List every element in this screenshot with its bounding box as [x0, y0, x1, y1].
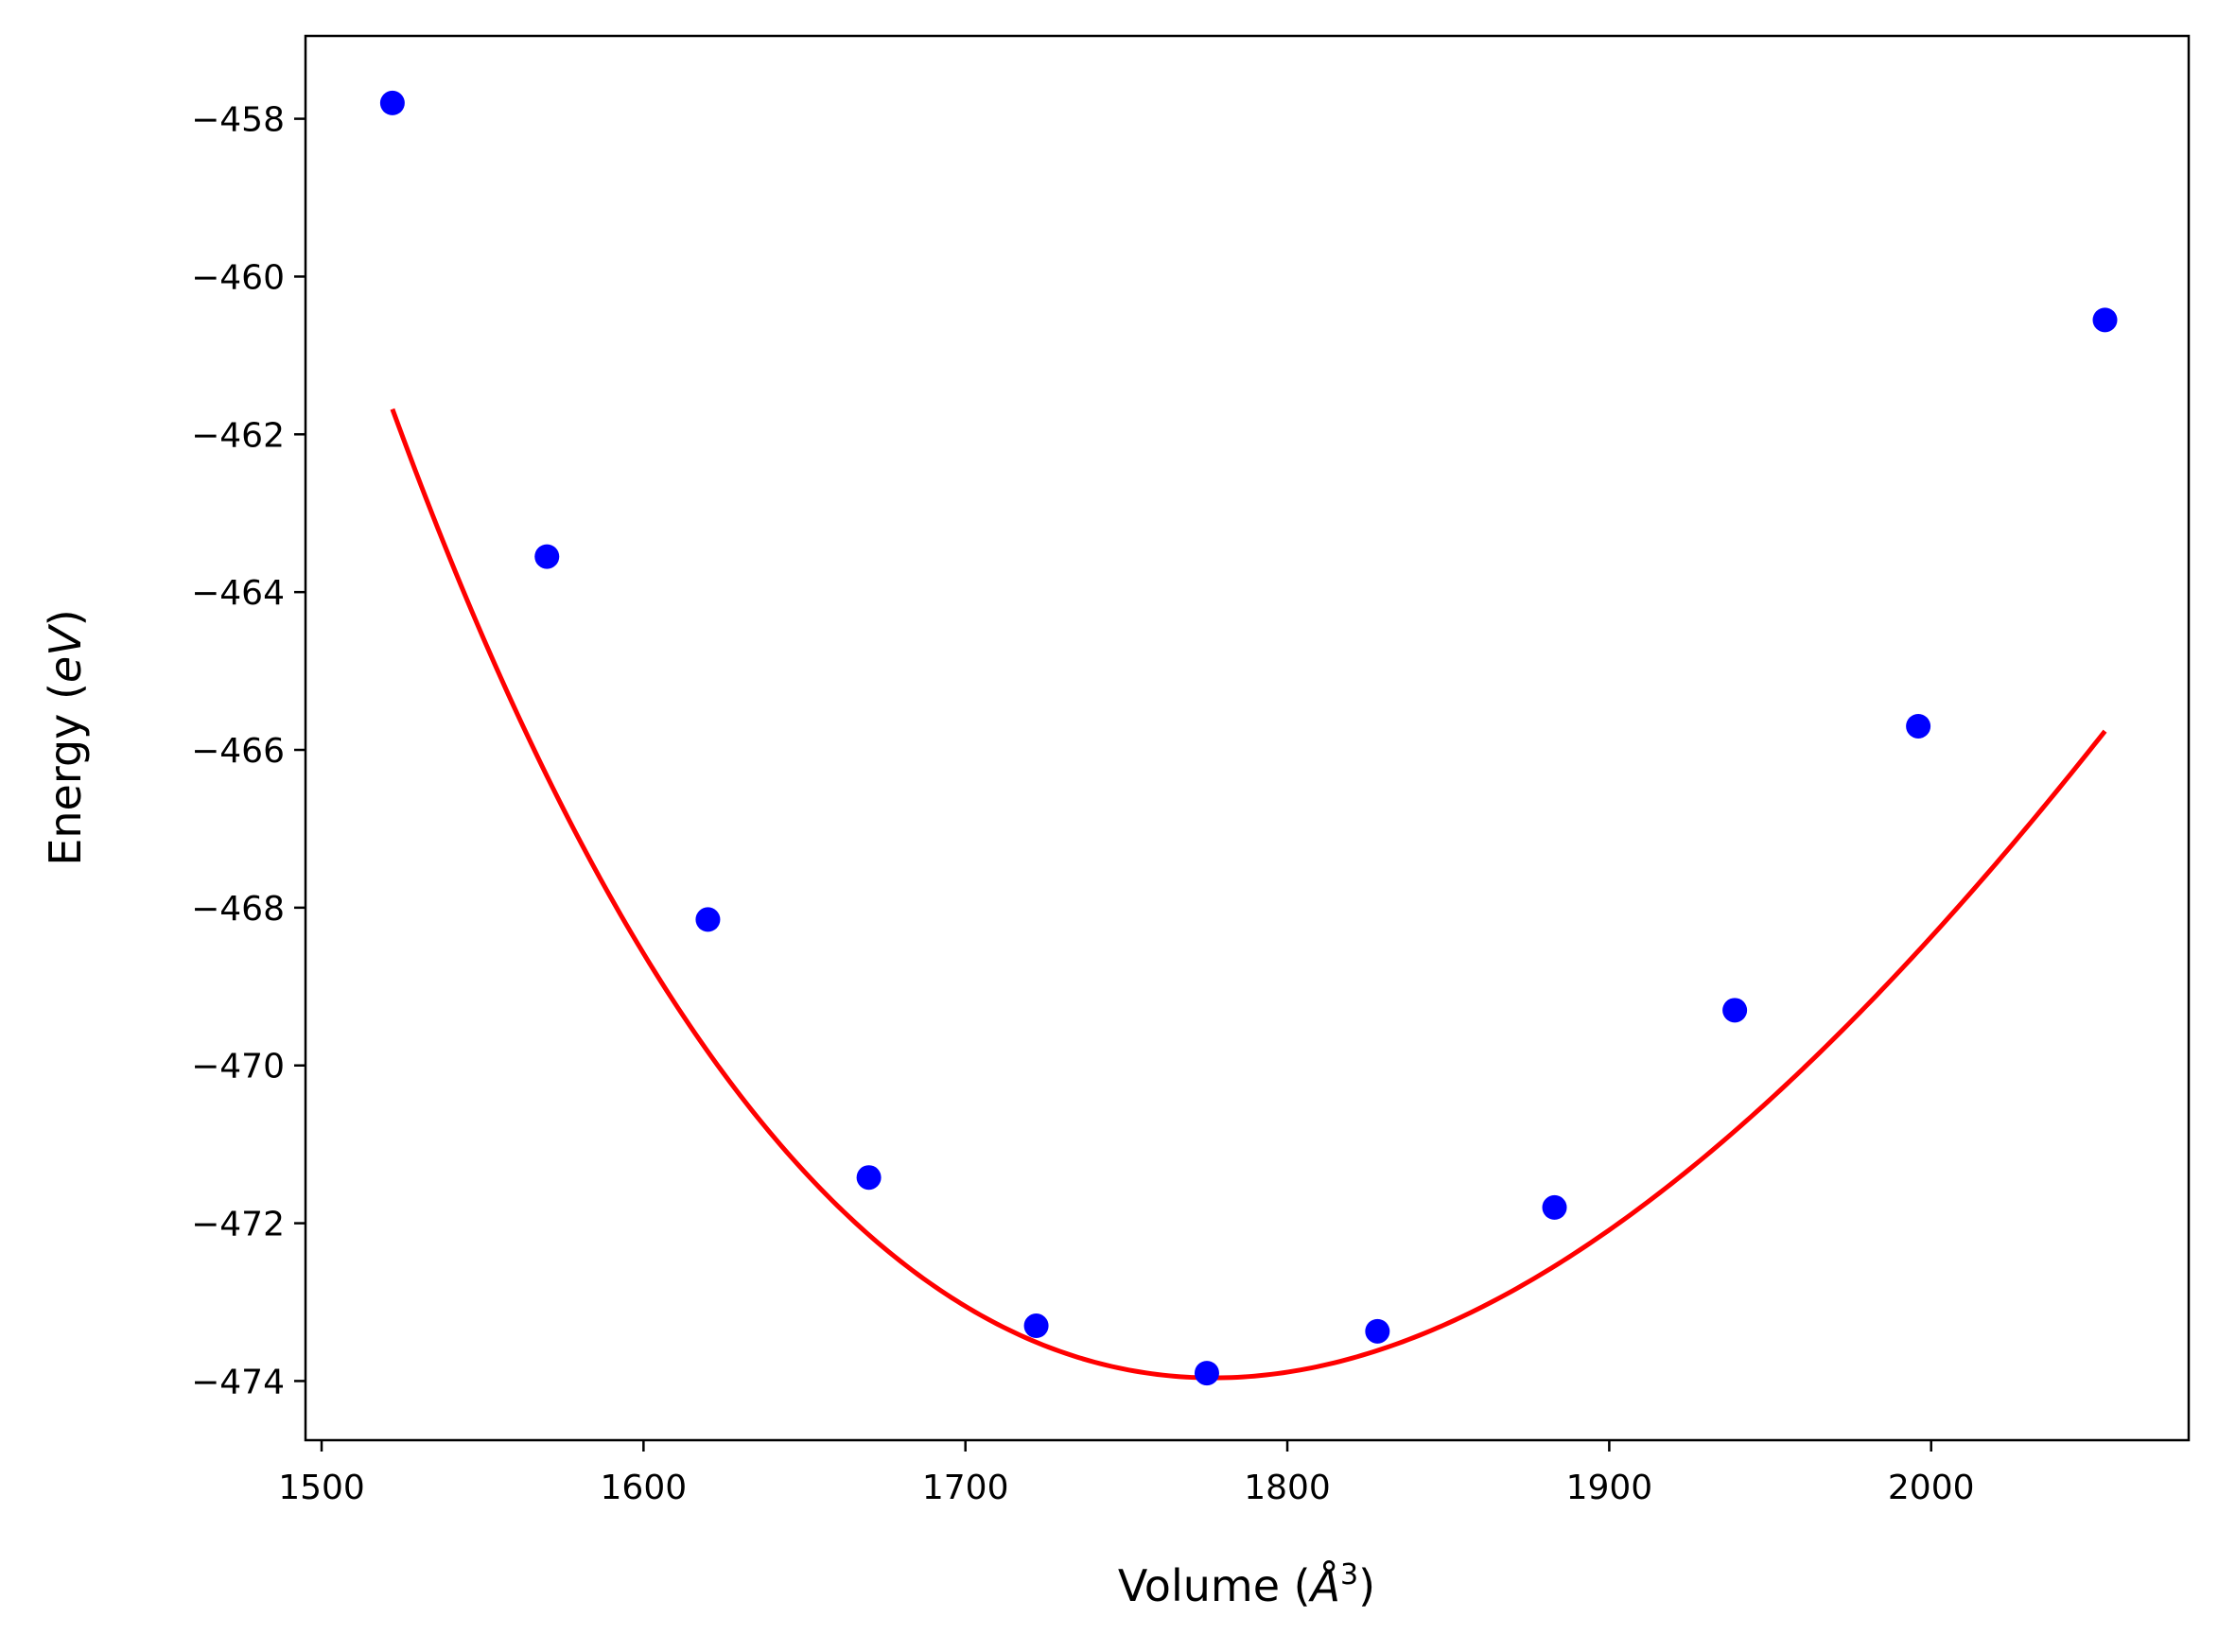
y-tick-label: −462 — [191, 416, 285, 455]
data-point — [534, 544, 560, 569]
y-tick-label: −470 — [191, 1048, 285, 1087]
data-point — [2092, 307, 2118, 333]
x-tick-label: 1500 — [278, 1469, 365, 1507]
x-tick-label: 1700 — [922, 1469, 1009, 1507]
y-tick-label: −472 — [191, 1206, 285, 1244]
x-axis-label-suffix: ) — [1358, 1560, 1375, 1611]
x-axis-label-unit: Å — [1308, 1560, 1340, 1611]
data-point — [856, 1165, 882, 1191]
data-point — [1722, 998, 1748, 1023]
x-axis-label-prefix: Volume ( — [1118, 1560, 1311, 1611]
x-tick-label: 2000 — [1888, 1469, 1975, 1507]
data-point — [1194, 1361, 1219, 1386]
x-tick-label: 1900 — [1566, 1469, 1653, 1507]
fit-curve-layer — [390, 408, 2107, 1381]
y-tick-label: −458 — [191, 101, 285, 140]
data-point — [1365, 1318, 1390, 1344]
fit-curve — [390, 408, 2107, 1381]
y-ticks: −458 −460 −462 −464 −466 −468 −470 −472 −474 — [191, 101, 306, 1401]
plot-frame — [304, 34, 2191, 1442]
data-point — [695, 907, 721, 932]
y-axis-label-suffix: ) — [40, 609, 91, 626]
y-axis-label: Energy (eV) — [40, 609, 91, 865]
y-tick-label: −464 — [191, 574, 285, 613]
x-tick-label: 1600 — [601, 1469, 688, 1507]
y-axis-label-prefix: Energy ( — [40, 683, 91, 866]
x-axis-label: Volume (Å3) — [1118, 1558, 1375, 1611]
data-point — [1542, 1194, 1567, 1220]
data-point — [1023, 1313, 1049, 1339]
x-tick-label: 1800 — [1244, 1469, 1331, 1507]
data-point — [1906, 713, 1931, 739]
y-tick-label: −460 — [191, 258, 285, 297]
y-tick-label: −474 — [191, 1363, 285, 1401]
x-ticks: 1500 1600 1700 1800 1900 2000 — [278, 1440, 1975, 1507]
y-tick-label: −468 — [191, 890, 285, 929]
plot-background — [306, 36, 2189, 1440]
data-points-layer — [379, 90, 2118, 1386]
x-axis-label-power: 3 — [1340, 1558, 1358, 1591]
y-tick-label: −466 — [191, 732, 285, 771]
y-axis-label-unit: eV — [40, 623, 91, 683]
data-point — [379, 90, 405, 115]
